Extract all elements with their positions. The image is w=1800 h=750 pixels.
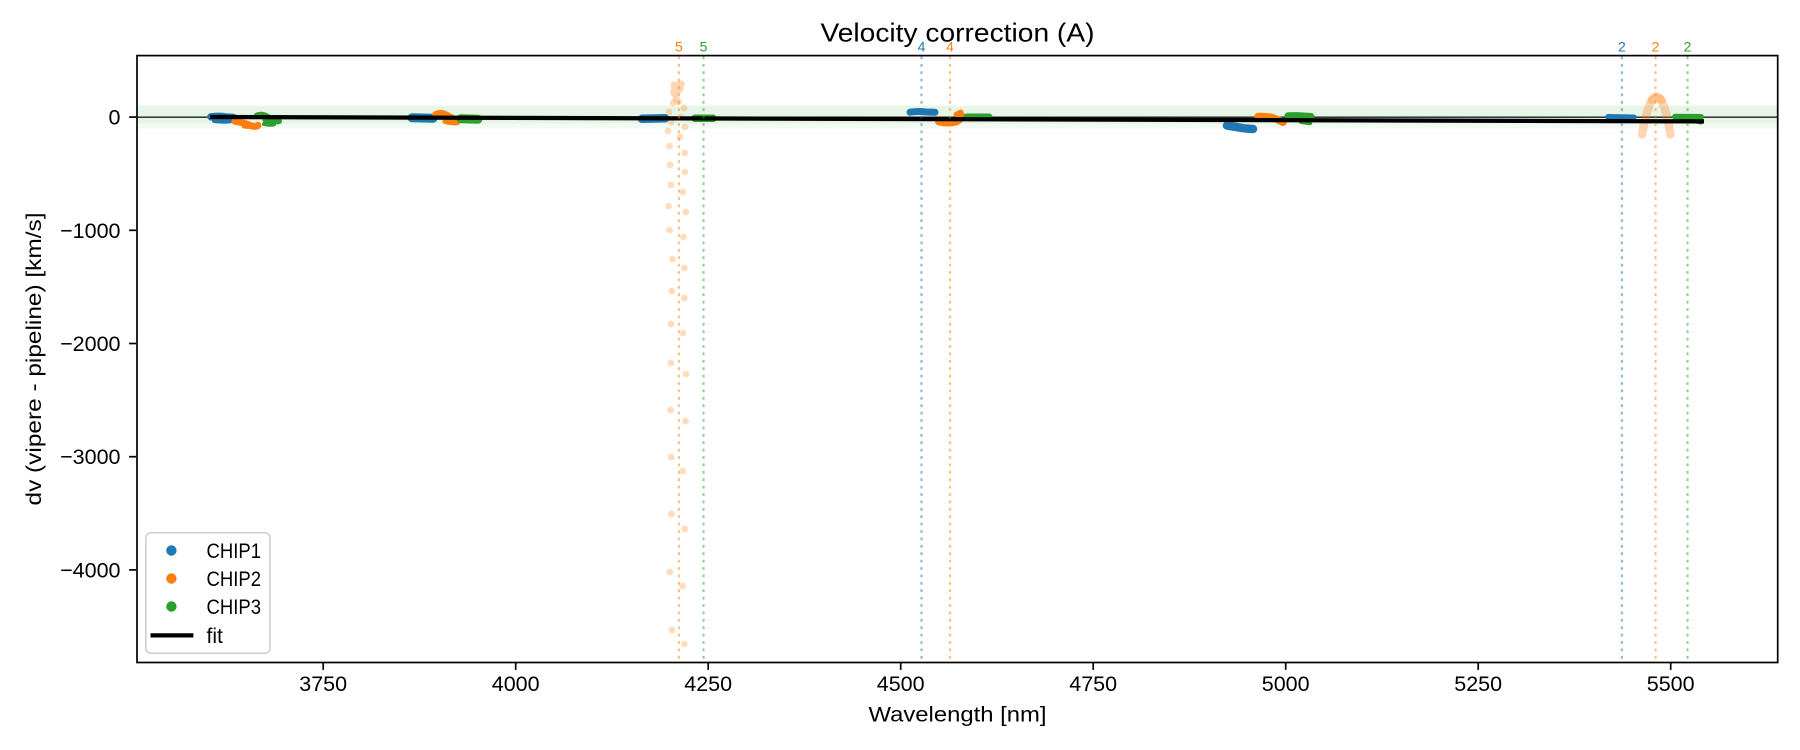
svg-text:5000: 5000 <box>1262 672 1310 696</box>
svg-text:CHIP3: CHIP3 <box>207 596 262 619</box>
svg-text:5: 5 <box>700 39 708 55</box>
svg-text:4250: 4250 <box>684 672 732 696</box>
svg-text:4: 4 <box>918 39 926 55</box>
svg-text:CHIP1: CHIP1 <box>207 540 262 563</box>
svg-text:−2000: −2000 <box>60 332 120 356</box>
svg-text:CHIP2: CHIP2 <box>207 568 262 591</box>
svg-text:−3000: −3000 <box>60 445 120 469</box>
svg-text:2: 2 <box>1652 39 1660 55</box>
svg-text:4750: 4750 <box>1069 672 1117 696</box>
svg-text:5250: 5250 <box>1454 672 1502 696</box>
svg-text:dv (vipere - pipeline) [km/s]: dv (vipere - pipeline) [km/s] <box>23 213 46 506</box>
svg-text:3750: 3750 <box>299 672 347 696</box>
svg-text:4000: 4000 <box>492 672 540 696</box>
svg-text:2: 2 <box>1618 39 1626 55</box>
svg-text:−4000: −4000 <box>60 558 120 582</box>
svg-text:fit: fit <box>207 625 224 648</box>
svg-text:5500: 5500 <box>1647 672 1695 696</box>
svg-text:4: 4 <box>946 39 954 55</box>
svg-text:Wavelength [nm]: Wavelength [nm] <box>869 704 1047 727</box>
svg-text:−1000: −1000 <box>60 219 120 243</box>
svg-text:4500: 4500 <box>877 672 925 696</box>
svg-text:5: 5 <box>675 39 683 55</box>
svg-text:Velocity correction (A): Velocity correction (A) <box>821 18 1095 48</box>
svg-text:2: 2 <box>1684 39 1692 55</box>
svg-text:0: 0 <box>109 106 121 130</box>
